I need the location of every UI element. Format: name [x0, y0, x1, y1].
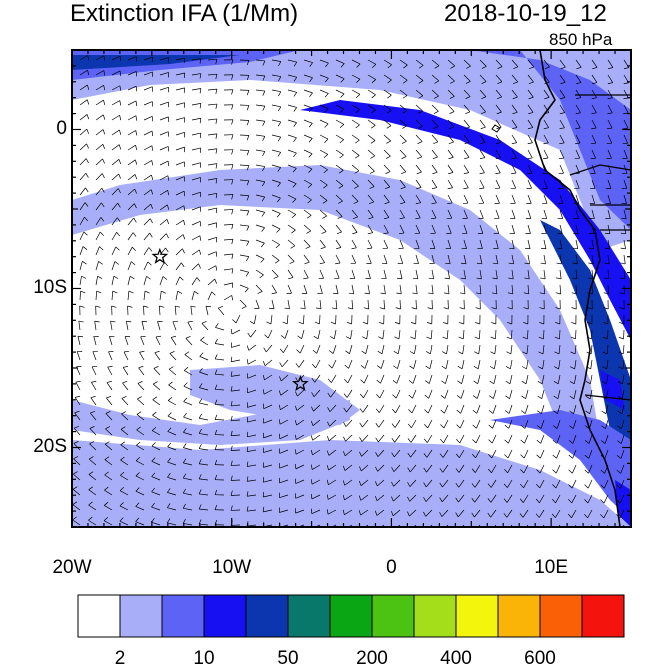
lon-label: 10E	[521, 557, 581, 579]
colorbar-box	[120, 595, 162, 637]
lon-label: 20W	[42, 557, 102, 579]
colorbar-box	[540, 595, 582, 637]
colorbar-box	[498, 595, 540, 637]
colorbar-box	[372, 595, 414, 637]
lat-label: 10S	[17, 277, 67, 299]
lat-label: 20S	[17, 436, 67, 458]
colorbar-box	[330, 595, 372, 637]
lon-label: 10W	[202, 557, 262, 579]
colorbar	[78, 595, 624, 637]
colorbar-box	[78, 595, 120, 637]
colorbar-box	[414, 595, 456, 637]
colorbar-box	[204, 595, 246, 637]
colorbar-box	[456, 595, 498, 637]
lon-label: 0	[361, 557, 421, 579]
colorbar-box	[162, 595, 204, 637]
colorbar-box	[246, 595, 288, 637]
colorbar-box	[288, 595, 330, 637]
lat-label: 0	[17, 118, 67, 140]
colorbar-box	[582, 595, 624, 637]
